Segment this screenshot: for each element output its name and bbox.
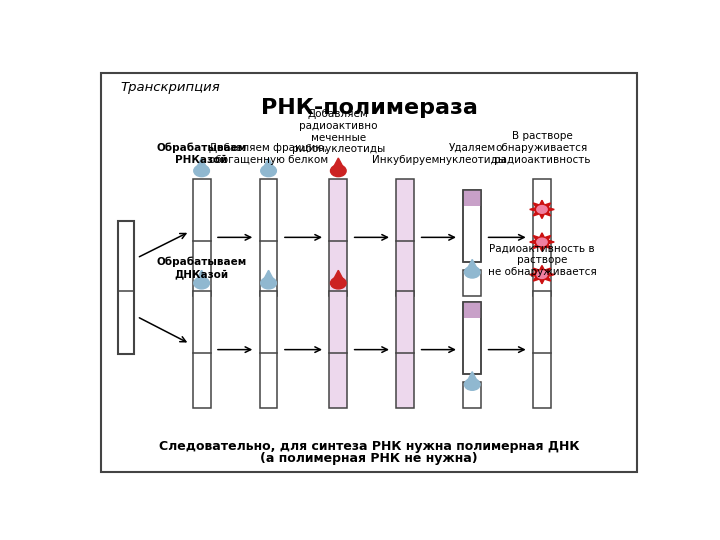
Polygon shape [530, 233, 554, 251]
Bar [463, 190, 481, 262]
Circle shape [537, 206, 547, 213]
Polygon shape [196, 271, 207, 281]
Polygon shape [467, 372, 478, 383]
Polygon shape [467, 259, 478, 271]
Bar [260, 179, 277, 295]
Bar [329, 179, 347, 295]
Text: Инкубируем: Инкубируем [372, 154, 439, 165]
Polygon shape [263, 271, 274, 281]
Text: Следовательно, для синтеза РНК нужна полимерная ДНК: Следовательно, для синтеза РНК нужна пол… [158, 440, 580, 453]
Circle shape [261, 165, 276, 177]
Text: Транскрипция: Транскрипция [121, 81, 220, 94]
Bar [463, 302, 481, 374]
Text: Добавляем
радиоактивно
меченные
рибонуклеотиды: Добавляем радиоактивно меченные рибонукл… [292, 110, 385, 154]
Bar [396, 292, 414, 408]
Text: Обрабатываем
РНКазой: Обрабатываем РНКазой [156, 143, 247, 165]
Text: Удаляем
нуклеотиды: Удаляем нуклеотиды [438, 143, 505, 165]
Polygon shape [333, 158, 344, 169]
Circle shape [537, 271, 547, 279]
Circle shape [194, 165, 210, 177]
Bar [463, 302, 481, 374]
Circle shape [194, 277, 210, 289]
Circle shape [464, 266, 480, 278]
Circle shape [330, 165, 346, 177]
Polygon shape [333, 271, 344, 281]
Bar [119, 221, 134, 354]
Bar [463, 382, 481, 408]
Text: Добавляем фракцию,
обогащенную белком: Добавляем фракцию, обогащенную белком [209, 143, 328, 165]
Polygon shape [530, 200, 554, 219]
Bar [260, 292, 277, 408]
Text: (а полимерная РНК не нужна): (а полимерная РНК не нужна) [260, 453, 478, 465]
Bar [464, 190, 481, 206]
Polygon shape [263, 158, 274, 169]
Polygon shape [196, 158, 207, 169]
Bar [463, 190, 481, 262]
Bar [329, 292, 347, 408]
Text: Радиоактивность в
растворе
не обнаруживается: Радиоактивность в растворе не обнаружива… [487, 244, 596, 277]
Circle shape [537, 238, 547, 246]
Circle shape [261, 277, 276, 289]
Text: В растворе
обнаруживается
радиоактивность: В растворе обнаруживается радиоактивност… [494, 131, 590, 165]
Polygon shape [530, 266, 554, 284]
Bar [193, 179, 210, 295]
Circle shape [330, 277, 346, 289]
Text: РНК-полимераза: РНК-полимераза [261, 98, 477, 118]
Bar [396, 179, 414, 295]
Circle shape [464, 379, 480, 390]
Bar [464, 302, 481, 318]
Bar [533, 292, 551, 408]
Bar [193, 292, 210, 408]
Bar [533, 179, 551, 295]
Bar [463, 270, 481, 295]
Text: Обрабатываем
ДНКазой: Обрабатываем ДНКазой [156, 257, 247, 279]
